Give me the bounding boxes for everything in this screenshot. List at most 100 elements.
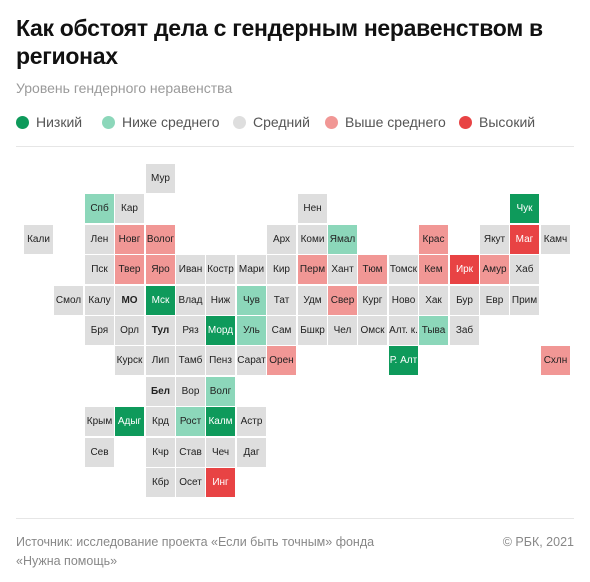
legend-dot-below-average bbox=[102, 116, 115, 129]
legend-dot-low bbox=[16, 116, 29, 129]
region-tile[interactable]: Р. Алт bbox=[389, 346, 418, 375]
region-tile[interactable]: Влад bbox=[176, 286, 205, 315]
region-tile[interactable]: Чеч bbox=[206, 438, 235, 467]
region-tile[interactable]: Кир bbox=[267, 255, 296, 284]
region-tile[interactable]: МО bbox=[115, 286, 144, 315]
region-tile[interactable]: Астр bbox=[237, 407, 266, 436]
region-tile[interactable]: Бел bbox=[146, 377, 175, 406]
region-tile[interactable]: Коми bbox=[298, 225, 327, 254]
region-tile[interactable]: Кар bbox=[115, 194, 144, 223]
region-tile[interactable]: Иван bbox=[176, 255, 205, 284]
map-subtitle: Уровень гендерного неравенства bbox=[16, 80, 233, 96]
region-tile[interactable]: Тат bbox=[267, 286, 296, 315]
region-tile[interactable]: Крд bbox=[146, 407, 175, 436]
region-tile[interactable]: Схлн bbox=[541, 346, 570, 375]
region-tile[interactable]: Ямал bbox=[328, 225, 357, 254]
region-tile[interactable]: Инг bbox=[206, 468, 235, 497]
legend-label-below-average: Ниже среднего bbox=[122, 114, 220, 130]
legend-label-high: Высокий bbox=[479, 114, 536, 130]
legend-dot-average bbox=[233, 116, 246, 129]
region-tile[interactable]: Сарат bbox=[237, 346, 266, 375]
bottom-divider bbox=[16, 518, 574, 519]
region-tile[interactable]: Бшкр bbox=[298, 316, 327, 345]
region-tile[interactable]: Лип bbox=[146, 346, 175, 375]
region-tile[interactable]: Курск bbox=[115, 346, 144, 375]
region-tile[interactable]: Заб bbox=[450, 316, 479, 345]
region-tile[interactable]: Тыва bbox=[419, 316, 448, 345]
region-tile[interactable]: Калу bbox=[85, 286, 114, 315]
region-tile[interactable]: Морд bbox=[206, 316, 235, 345]
region-tile[interactable]: Пск bbox=[85, 255, 114, 284]
region-tile[interactable]: Чук bbox=[510, 194, 539, 223]
region-tile[interactable]: Даг bbox=[237, 438, 266, 467]
region-tile[interactable]: Амур bbox=[480, 255, 509, 284]
region-tile[interactable]: Сам bbox=[267, 316, 296, 345]
region-tile[interactable]: Кем bbox=[419, 255, 448, 284]
region-tile[interactable]: Кали bbox=[24, 225, 53, 254]
region-tile[interactable]: Твер bbox=[115, 255, 144, 284]
region-tile[interactable]: Волог bbox=[146, 225, 175, 254]
region-tile[interactable]: Тул bbox=[146, 316, 175, 345]
region-tile[interactable]: Волг bbox=[206, 377, 235, 406]
region-tile[interactable]: Новг bbox=[115, 225, 144, 254]
page-title: Как обстоят дела с гендерным неравенство… bbox=[16, 15, 543, 69]
region-tile[interactable]: Якут bbox=[480, 225, 509, 254]
region-tile[interactable]: Хак bbox=[419, 286, 448, 315]
region-tile[interactable]: Пенз bbox=[206, 346, 235, 375]
region-tile[interactable]: Чув bbox=[237, 286, 266, 315]
legend-dot-high bbox=[459, 116, 472, 129]
source-line-1: Источник: исследование проекта «Если быт… bbox=[16, 535, 375, 549]
region-tile[interactable]: Вор bbox=[176, 377, 205, 406]
region-tile[interactable]: Тюм bbox=[358, 255, 387, 284]
source-line-2: «Нужна помощь» bbox=[16, 554, 118, 568]
region-tile[interactable]: Орен bbox=[267, 346, 296, 375]
region-tile[interactable]: Лен bbox=[85, 225, 114, 254]
region-tile[interactable]: Прим bbox=[510, 286, 539, 315]
region-tile[interactable]: Смол bbox=[54, 286, 83, 315]
region-tile[interactable]: Ново bbox=[389, 286, 418, 315]
region-tile[interactable]: Кбр bbox=[146, 468, 175, 497]
region-tile[interactable]: Хаб bbox=[510, 255, 539, 284]
region-tile[interactable]: Нен bbox=[298, 194, 327, 223]
region-tile[interactable]: Бря bbox=[85, 316, 114, 345]
region-tile[interactable]: Крым bbox=[85, 407, 114, 436]
region-tile[interactable]: Адыг bbox=[115, 407, 144, 436]
source-note: Источник: исследование проекта «Если быт… bbox=[16, 533, 436, 571]
region-tile[interactable]: Маг bbox=[510, 225, 539, 254]
region-tile[interactable]: Тамб bbox=[176, 346, 205, 375]
region-tile[interactable]: Костр bbox=[206, 255, 235, 284]
region-tile[interactable]: Кчр bbox=[146, 438, 175, 467]
region-tile[interactable]: Крас bbox=[419, 225, 448, 254]
region-tile[interactable]: Кург bbox=[358, 286, 387, 315]
region-tile[interactable]: Томск bbox=[389, 255, 418, 284]
region-tile[interactable]: Арх bbox=[267, 225, 296, 254]
region-tile[interactable]: Рост bbox=[176, 407, 205, 436]
region-tile[interactable]: Осет bbox=[176, 468, 205, 497]
region-tile[interactable]: Омск bbox=[358, 316, 387, 345]
region-tile[interactable]: Свер bbox=[328, 286, 357, 315]
region-tile[interactable]: Уль bbox=[237, 316, 266, 345]
region-tile[interactable]: Орл bbox=[115, 316, 144, 345]
region-tile[interactable]: Хант bbox=[328, 255, 357, 284]
region-tile[interactable]: Удм bbox=[298, 286, 327, 315]
region-tile[interactable]: Мур bbox=[146, 164, 175, 193]
region-tile[interactable]: Чел bbox=[328, 316, 357, 345]
copyright: © РБК, 2021 bbox=[502, 535, 574, 549]
region-tile[interactable]: Алт. к. bbox=[389, 316, 418, 345]
legend-label-above-average: Выше среднего bbox=[345, 114, 446, 130]
region-tile[interactable]: Спб bbox=[85, 194, 114, 223]
region-tile[interactable]: Став bbox=[176, 438, 205, 467]
region-tile[interactable]: Яро bbox=[146, 255, 175, 284]
region-tile[interactable]: Евр bbox=[480, 286, 509, 315]
region-tile[interactable]: Ряз bbox=[176, 316, 205, 345]
region-tile[interactable]: Мари bbox=[237, 255, 266, 284]
region-tile[interactable]: Сев bbox=[85, 438, 114, 467]
region-tile[interactable]: Камч bbox=[541, 225, 570, 254]
region-tile[interactable]: Перм bbox=[298, 255, 327, 284]
region-tile[interactable]: Ирк bbox=[450, 255, 479, 284]
region-tile[interactable]: Бур bbox=[450, 286, 479, 315]
region-tile[interactable]: Ниж bbox=[206, 286, 235, 315]
region-tile[interactable]: Калм bbox=[206, 407, 235, 436]
region-tile[interactable]: Мск bbox=[146, 286, 175, 315]
